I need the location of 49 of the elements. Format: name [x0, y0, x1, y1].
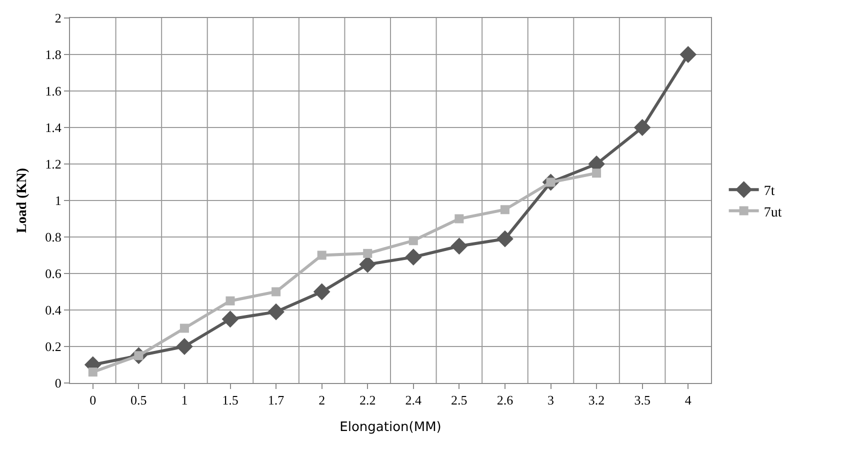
x-tick-label: 1 [181, 392, 188, 408]
x-tick-label: 2.6 [496, 392, 514, 408]
legend-label: 7ut [764, 205, 782, 220]
point [180, 324, 189, 333]
point [408, 236, 418, 246]
point [496, 230, 514, 248]
x-tick-label: 0 [90, 392, 96, 408]
legend-label: 7t [764, 184, 775, 200]
x-tick-label: 2 [318, 392, 326, 408]
x-tick-label: 3.5 [634, 392, 650, 408]
point [363, 248, 372, 258]
y-tick-label: 0 [54, 376, 62, 391]
y-tick-label: 0.8 [45, 230, 62, 245]
y-tick-label: 1.6 [45, 84, 62, 99]
x-tick-label: 0.5 [130, 392, 147, 408]
y-tick-label: 2 [54, 10, 62, 26]
point [88, 368, 98, 377]
point [268, 303, 284, 320]
point [359, 256, 376, 273]
y-tick-label: 1.4 [45, 120, 62, 136]
x-tick-label: 3.2 [588, 392, 605, 408]
y-tick-label: 0.2 [45, 339, 62, 354]
y-tick-label: 1.2 [45, 156, 62, 172]
point [226, 296, 235, 306]
y-tick-label: 1 [54, 193, 62, 208]
point [454, 214, 464, 224]
point [592, 168, 602, 178]
point [680, 46, 697, 63]
y-tick-label: 1.8 [45, 47, 62, 62]
point [313, 283, 330, 300]
x-axis-title: Elongation(MM) [340, 420, 442, 436]
x-tick-label: 1.7 [268, 392, 285, 408]
point [176, 338, 193, 355]
point [317, 250, 326, 260]
x-tick-label: 2.4 [405, 392, 422, 408]
x-tick-label: 2.2 [359, 392, 376, 408]
point [404, 248, 422, 266]
point [634, 119, 651, 136]
y-tick-label: 0.4 [45, 302, 62, 318]
y-tick-label: 0.6 [45, 266, 62, 282]
y-axis-title: Load (KN) [14, 168, 30, 233]
point [450, 238, 468, 255]
x-tick-label: 4 [684, 392, 692, 408]
point [272, 287, 281, 296]
point [222, 310, 239, 328]
point [500, 205, 510, 214]
x-tick-label: 1.5 [222, 392, 238, 408]
x-tick-label: 2.5 [451, 392, 468, 408]
x-tick-label: 3 [548, 392, 554, 408]
